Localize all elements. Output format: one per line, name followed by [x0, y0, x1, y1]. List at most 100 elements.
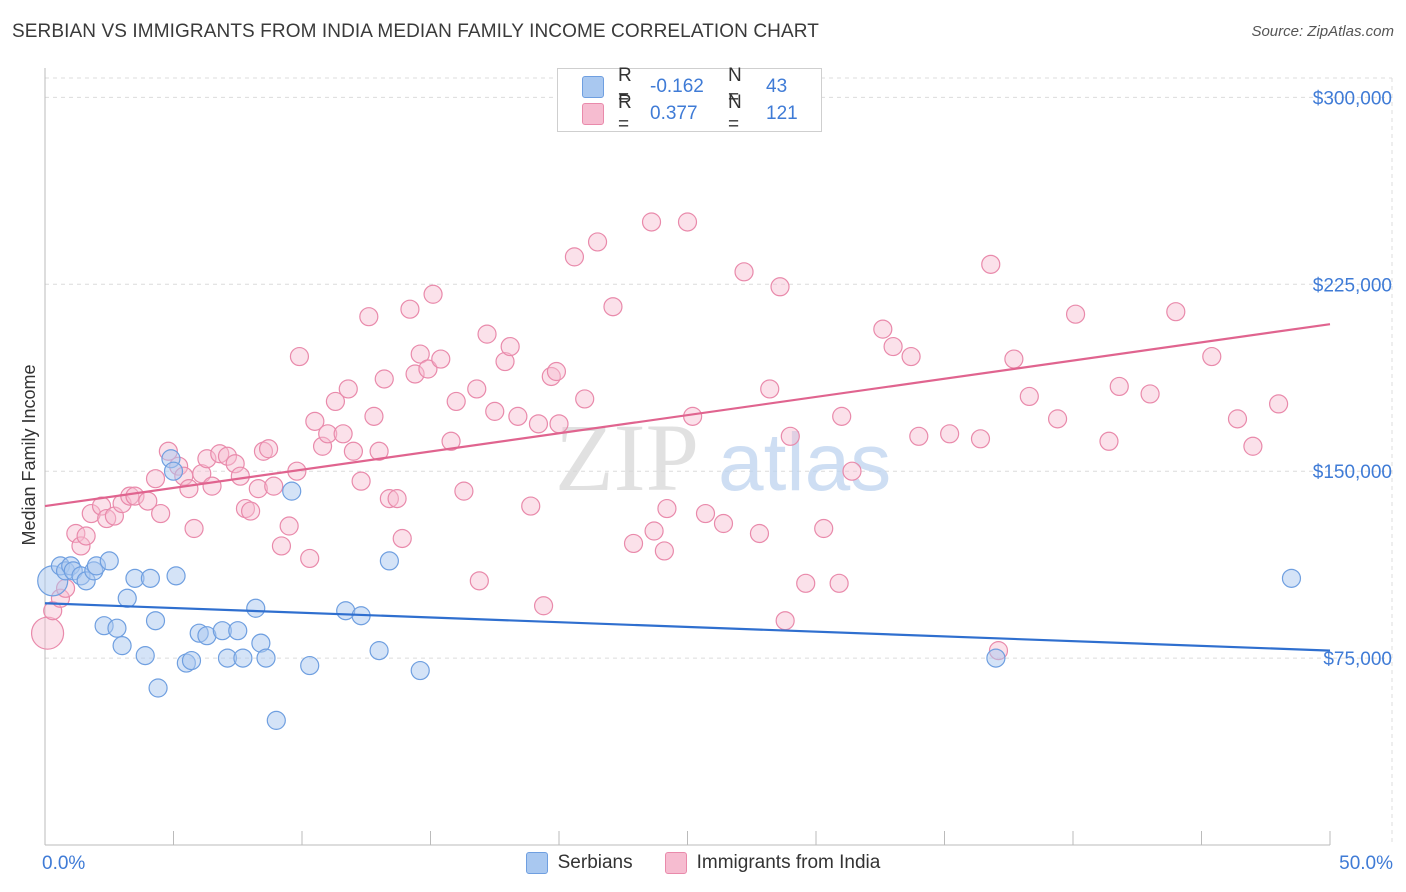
india-point: [467, 379, 487, 399]
india-point: [271, 536, 292, 556]
india-point: [454, 481, 474, 501]
serbian-point: [1281, 568, 1302, 588]
india-point: [1202, 346, 1222, 367]
india-point: [873, 319, 893, 339]
india-point: [364, 406, 384, 426]
india-point: [410, 344, 430, 364]
axes: [44, 68, 1331, 846]
n-label: N =: [728, 65, 742, 108]
india-point: [981, 254, 1001, 274]
serbian-point: [145, 611, 166, 631]
serbian-point: [266, 710, 286, 730]
india-swatch: [582, 103, 604, 125]
legend-item-serbians[interactable]: Serbians: [525, 852, 633, 874]
india-point: [1166, 302, 1186, 322]
serbian-point: [181, 650, 202, 671]
serbian-point: [246, 598, 266, 618]
serbian-point: [282, 481, 302, 501]
serbian-point: [112, 636, 132, 656]
india-point: [564, 247, 585, 267]
india-point: [1227, 409, 1248, 429]
serbian-points: [37, 449, 1302, 730]
y-tick-label: $300,000: [1313, 88, 1392, 109]
watermark-zip: ZIP: [555, 404, 699, 511]
india-point: [369, 441, 389, 461]
serbians-swatch: [582, 76, 604, 98]
india-point: [575, 389, 595, 409]
india-point: [734, 262, 754, 282]
y-axis-title: Median Family Income: [19, 364, 39, 545]
serbian-point: [256, 648, 276, 668]
r-label: R =: [618, 65, 632, 108]
india-point: [495, 351, 515, 372]
india-point: [780, 426, 800, 446]
india-point: [603, 297, 623, 317]
serbian-point: [107, 618, 127, 638]
india-point: [81, 503, 101, 524]
india-point: [1268, 394, 1289, 414]
legend-item-india[interactable]: Immigrants from India: [664, 852, 881, 874]
india-point: [528, 414, 549, 434]
watermark: ZIP atlas: [555, 404, 891, 511]
india-point: [202, 476, 222, 496]
india-point: [677, 212, 698, 232]
india-legend-label: Immigrants from India: [696, 852, 881, 873]
india-legend-swatch: [664, 852, 687, 874]
india-point: [71, 536, 91, 556]
india-point: [343, 441, 363, 461]
india-point: [338, 379, 358, 399]
india-point: [832, 406, 852, 426]
india-point: [179, 479, 199, 499]
india-point: [248, 479, 268, 499]
india-point: [387, 489, 407, 509]
india-point: [305, 411, 325, 431]
india-point: [318, 424, 338, 444]
india-point: [30, 616, 65, 650]
r-value: 0.377: [650, 103, 698, 124]
india-point: [770, 277, 790, 297]
india-point: [431, 349, 451, 369]
axis-labels: $75,000 $150,000 $225,000 $300,000 0.0% 50.0%…: [19, 88, 1393, 874]
india-point: [883, 336, 903, 357]
india-point: [258, 439, 279, 459]
india-point: [775, 611, 795, 631]
serbian-point: [369, 641, 389, 661]
serbian-point: [163, 461, 184, 481]
series-legend: Serbians Immigrants from India: [0, 852, 1406, 874]
india-point: [192, 464, 212, 484]
india-point: [76, 526, 96, 546]
india-trend-line: [44, 323, 1331, 508]
india-point: [241, 501, 261, 521]
india-point: [549, 414, 569, 434]
india-point: [418, 359, 438, 379]
india-point: [225, 454, 245, 474]
serbians-legend-label: Serbians: [557, 852, 633, 873]
india-point: [374, 369, 394, 389]
india-point: [940, 424, 960, 444]
india-point: [760, 379, 780, 399]
stats-legend: R = -0.162 N = 43 R = 0.377 N = 121: [557, 65, 822, 135]
india-point: [654, 541, 674, 561]
india-point: [1065, 304, 1086, 324]
n-value: 43: [766, 76, 788, 97]
serbian-point: [135, 646, 155, 666]
india-point: [477, 324, 497, 344]
india-point: [695, 503, 716, 524]
india-point: [279, 516, 299, 536]
india-point: [264, 476, 284, 496]
india-point: [210, 444, 230, 464]
india-point: [749, 523, 770, 544]
y-tick-label: $225,000: [1313, 275, 1392, 296]
legend-row-india: R = 0.377 N = 121: [582, 92, 798, 135]
india-point: [546, 361, 567, 382]
serbian-point: [986, 648, 1006, 668]
india-point: [446, 391, 466, 412]
watermark-atlas: atlas: [718, 417, 891, 508]
y-tick-label: $75,000: [1323, 649, 1392, 670]
india-point: [197, 449, 217, 469]
india-point: [145, 469, 166, 489]
india-point: [392, 528, 412, 549]
india-point: [289, 346, 310, 367]
india-point: [441, 431, 461, 451]
